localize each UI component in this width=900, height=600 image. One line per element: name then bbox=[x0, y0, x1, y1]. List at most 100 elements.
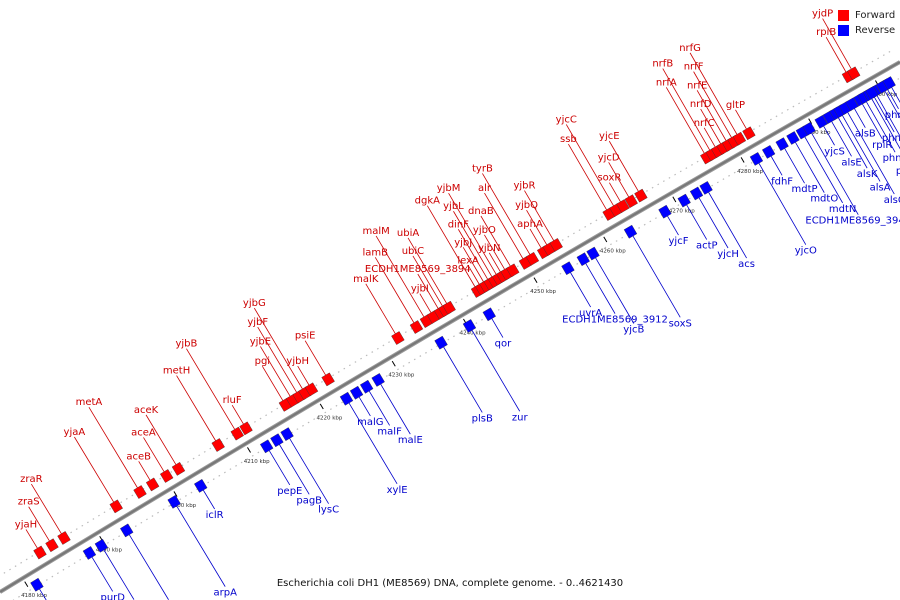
gene-features bbox=[30, 66, 896, 592]
reverse-gene bbox=[167, 494, 181, 509]
gene-label: soxR bbox=[597, 173, 621, 184]
gene-leader-line bbox=[74, 436, 115, 503]
reverse-gene bbox=[561, 261, 575, 276]
gene-label: alsC bbox=[884, 195, 900, 206]
legend-reverse-label: Reverse bbox=[855, 25, 896, 36]
gene-label: aceK bbox=[134, 405, 159, 416]
gene-leader-line bbox=[686, 204, 708, 240]
gene-leader-line bbox=[348, 402, 398, 485]
gene-label: qor bbox=[495, 339, 512, 350]
forward-gene bbox=[732, 131, 747, 146]
gene-leader-line bbox=[609, 182, 621, 202]
gene-label: mdtN bbox=[829, 204, 857, 215]
gene-label: psiE bbox=[295, 331, 316, 342]
gene-label: dnaB bbox=[468, 206, 494, 217]
scale-tick-label: 4220 kbp bbox=[316, 415, 342, 421]
scale-tick bbox=[391, 360, 396, 367]
gene-leader-line bbox=[758, 163, 807, 245]
forward-gene bbox=[847, 66, 861, 81]
scale-tick bbox=[319, 403, 324, 410]
figure-caption: Escherichia coli DH1 (ME8569) DNA, compl… bbox=[276, 578, 624, 589]
reverse-gene bbox=[259, 439, 274, 454]
gene-leader-line bbox=[665, 87, 705, 154]
gene-label: nrfD bbox=[690, 99, 712, 110]
gene-label: nrfA bbox=[656, 77, 677, 88]
gene-leader-line bbox=[304, 340, 326, 376]
gene-leader-line bbox=[138, 461, 151, 481]
gene-leader-line bbox=[412, 255, 443, 307]
gene-leader-line bbox=[689, 52, 738, 135]
scale-tick bbox=[173, 491, 178, 497]
reverse-gene bbox=[845, 97, 859, 112]
gene-leader-line bbox=[426, 205, 476, 287]
forward-gene bbox=[57, 531, 71, 545]
gene-leader-line bbox=[289, 438, 329, 504]
forward-gene bbox=[742, 126, 756, 141]
gene-label: rluF bbox=[223, 395, 242, 406]
gene-label: soxS bbox=[669, 318, 692, 329]
reverse-gene bbox=[119, 523, 134, 538]
gene-leader-line bbox=[186, 348, 236, 430]
reverse-gene bbox=[786, 131, 800, 145]
gene-leader-line bbox=[884, 90, 900, 119]
gene-label: pgi bbox=[255, 356, 270, 367]
gene-leader-line bbox=[145, 414, 177, 465]
gene-leader-line bbox=[700, 108, 721, 144]
reverse-gene bbox=[623, 224, 638, 239]
gene-label: nrfG bbox=[679, 43, 701, 54]
forward-gene bbox=[211, 438, 225, 452]
gene-leader-line bbox=[795, 142, 825, 193]
gene-leader-line bbox=[608, 162, 630, 198]
reverse-gene bbox=[576, 252, 590, 267]
gene-leader-line bbox=[88, 407, 138, 488]
gene-leader-line bbox=[887, 89, 899, 110]
scale-tick-label: 4240 kbp bbox=[460, 331, 486, 337]
gene-label: yjbN bbox=[478, 243, 501, 254]
gene-label: yjcH bbox=[717, 249, 739, 260]
reverse-gene bbox=[194, 478, 208, 493]
reverse-swatch bbox=[838, 25, 849, 36]
gene-label: acs bbox=[738, 259, 755, 270]
gene-leader-line bbox=[462, 247, 484, 282]
legend: Forward Reverse bbox=[838, 8, 895, 38]
scale-tick-label: 4250 kbp bbox=[530, 289, 556, 295]
gene-label: metH bbox=[163, 366, 190, 377]
gene-label: alsE bbox=[841, 157, 861, 168]
gene-leader-line bbox=[297, 365, 310, 386]
gene-label: aceB bbox=[126, 451, 151, 462]
gene-leader-line bbox=[231, 404, 244, 425]
gene-leader-line bbox=[143, 437, 165, 472]
forward-gene bbox=[304, 382, 319, 397]
gene-leader-line bbox=[696, 90, 727, 141]
gene-label: xylE bbox=[387, 485, 408, 496]
gene-leader-line bbox=[703, 127, 716, 148]
gene-leader-line bbox=[526, 209, 548, 245]
gene-label: yjcO bbox=[795, 246, 817, 257]
gene-leader-line bbox=[368, 390, 390, 426]
scale-ticks: 4180 kbp 4190 kbp 4200 kbp 4210 kbp 4220 kbp… bbox=[21, 80, 898, 599]
gene-leader-line bbox=[488, 252, 501, 273]
gene-leader-line bbox=[831, 121, 852, 157]
gene-label: alsK bbox=[857, 169, 878, 180]
reverse-gene bbox=[30, 577, 44, 592]
forward-gene bbox=[321, 372, 335, 387]
gene-leader-line bbox=[25, 529, 38, 549]
forward-gene bbox=[506, 263, 520, 278]
forward-gene bbox=[239, 421, 253, 436]
gene-label: yjbB bbox=[175, 339, 197, 350]
forward-gene bbox=[525, 251, 540, 266]
gene-leader-line bbox=[91, 557, 114, 592]
scale-tick-label: 4190 kbp bbox=[96, 548, 122, 554]
gene-label: yjbH bbox=[286, 356, 309, 367]
gene-label: ECDH1ME8569_3912 bbox=[562, 315, 668, 326]
gene-leader-line bbox=[375, 235, 425, 318]
forward-gene bbox=[442, 300, 456, 315]
gene-label: actP bbox=[696, 241, 718, 252]
scale-tick-label: 4230 kbp bbox=[388, 373, 414, 379]
reverse-gene bbox=[359, 379, 374, 394]
gene-leader-line bbox=[480, 215, 511, 267]
reverse-gene bbox=[658, 204, 672, 219]
gene-label: lysC bbox=[318, 505, 339, 516]
gene-label: plsB bbox=[472, 413, 493, 424]
gene-label: purD bbox=[100, 592, 125, 600]
